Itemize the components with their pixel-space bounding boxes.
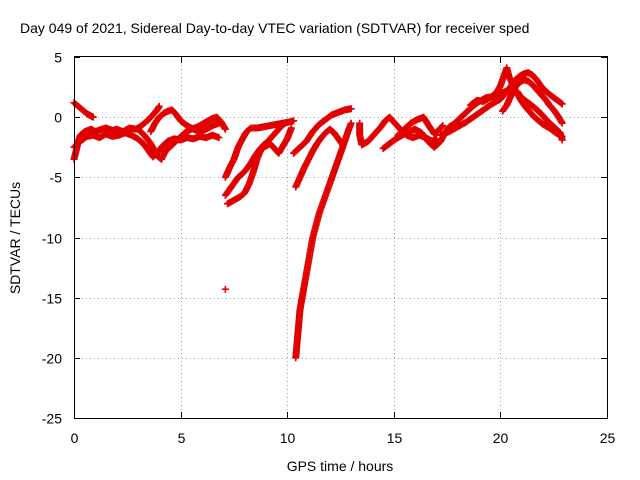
data-point-marker [280,120,288,128]
data-points [70,64,566,362]
data-point-marker [339,141,347,149]
x-tick-label: 0 [71,430,79,446]
data-point-marker [347,119,355,127]
x-tick-labels: 0 5 10 15 20 25 [71,430,616,446]
data-point-marker [439,122,447,130]
data-point-marker [558,132,566,140]
y-tick-label: 5 [54,50,62,66]
x-tick-label: 5 [178,430,186,446]
data-point-marker [281,119,289,127]
data-point-marker [221,125,229,133]
x-tick-label: 10 [280,430,296,446]
x-tick-label: 20 [493,430,509,446]
axis-ticks [74,57,608,419]
x-axis-label: GPS time / hours [287,458,394,474]
data-point-marker [215,134,223,142]
y-tick-label: -15 [42,291,62,307]
y-tick-label: -20 [42,351,62,367]
x-tick-label: 15 [387,430,403,446]
data-point-marker [215,119,223,127]
data-point-marker [338,140,346,148]
data-point-marker [347,105,355,113]
data-point-marker [558,119,566,127]
data-point-marker [89,113,97,121]
data-point-marker [558,100,566,108]
y-tick-labels: 5 0 -5 -10 -15 -20 -25 [42,50,62,427]
data-point-marker [155,102,163,110]
x-tick-label: 25 [600,430,616,446]
y-tick-label: -25 [42,411,62,427]
data-point-marker [290,117,298,125]
y-axis-label: SDTVAR / TECUs [7,182,23,294]
data-point-marker [287,124,295,132]
data-point-marker [438,123,446,131]
y-tick-label: -5 [50,170,63,186]
plot-frame [74,56,608,419]
y-tick-label: 0 [54,110,62,126]
chart-title: Day 049 of 2021, Sidereal Day-to-day VTE… [20,20,529,36]
data-point-marker [221,285,229,293]
data-point-marker [557,99,565,107]
y-tick-label: -10 [42,231,62,247]
